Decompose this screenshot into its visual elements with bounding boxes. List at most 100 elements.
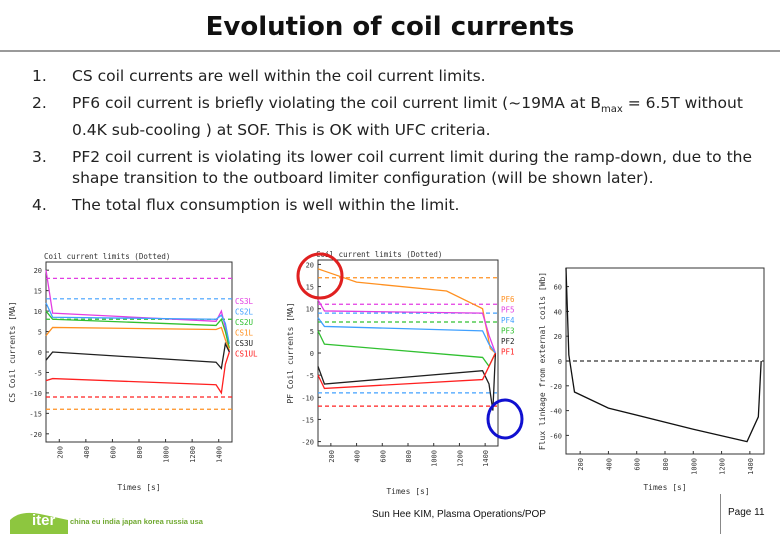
x-tick-label: 1200 (189, 446, 197, 463)
series-line (317, 299, 497, 354)
bullet-item: 3. PF2 coil current is violating its lowe… (24, 147, 774, 189)
bullet-item: 1. CS coil currents are well within the c… (24, 66, 774, 87)
plot-frame (317, 259, 499, 447)
bullet-item: 4. The total flux consumption is well wit… (24, 195, 774, 216)
y-tick-label: -15 (29, 410, 42, 418)
blue-circle-annotation (486, 398, 524, 440)
legend-entry: PF3 (501, 327, 515, 336)
y-tick-label: 15 (306, 284, 314, 292)
series-line (45, 326, 230, 351)
x-tick-label: 200 (577, 458, 585, 471)
y-tick-label: 20 (34, 267, 42, 275)
logo-swoosh (10, 512, 68, 534)
y-tick-label: 10 (34, 308, 42, 316)
y-tick-label: -5 (306, 372, 314, 380)
iter-logo-bar: iter china eu india japan korea russia u… (10, 498, 225, 534)
bullet-number: 2. (32, 94, 47, 112)
y-tick-label: -10 (301, 394, 314, 402)
bullet-text: The total flux consumption is well withi… (72, 196, 460, 215)
bullet-number: 4. (32, 196, 47, 215)
x-axis-label: Times [s] (386, 487, 429, 496)
series-line (45, 310, 230, 349)
legend-entry: PF5 (501, 306, 515, 315)
y-tick-label: 0 (558, 358, 562, 366)
x-tick-label: 600 (634, 458, 642, 471)
chart-title: Coil current limits (Dotted) (316, 250, 442, 259)
x-tick-label: 1000 (690, 458, 698, 475)
bullet-list: 1. CS coil currents are well within the c… (24, 66, 774, 222)
y-tick-label: 5 (310, 328, 314, 336)
x-tick-label: 800 (662, 458, 670, 471)
y-tick-label: -15 (301, 416, 314, 424)
plot-frame (45, 261, 233, 443)
y-tick-label: 0 (38, 349, 42, 357)
bullet-text: PF6 coil current is briefly violating th… (72, 94, 601, 112)
bullet-text: CS coil currents are well within the coi… (72, 67, 486, 85)
y-tick-label: 20 (306, 261, 314, 269)
y-axis-label: CS Coil currents [MA] (8, 301, 17, 402)
bullet-number: 1. (32, 67, 47, 85)
y-axis-label: Flux linkage from external coils [Wb] (538, 272, 547, 450)
y-tick-label: -20 (301, 439, 314, 447)
y-tick-label: 15 (34, 288, 42, 296)
series-line (317, 268, 496, 354)
flux-linkage-chart: 60 40 20 0 -20 -40 -60 200 400 600 800 1000 1200 1400… (536, 262, 770, 494)
cs-coil-current-chart: Coil current limits (Dotted) 20 15 10 5 0 -5 -1… (6, 246, 268, 494)
legend-entry: CS1L (235, 329, 254, 338)
bullet-text: = 6.5T without 0.4K sub-cooling ) at SOF (72, 94, 743, 140)
bullet-number: 3. (32, 148, 47, 167)
series-line (317, 352, 497, 411)
title-divider (0, 50, 780, 52)
x-tick-label: 1000 (431, 450, 439, 467)
bullet-text: PF2 coil current is violating its lower … (72, 148, 753, 188)
series-line (45, 341, 230, 370)
y-tick-label: -10 (29, 390, 42, 398)
slide-title: Evolution of coil currents (205, 12, 575, 42)
y-tick-label: 20 (554, 333, 562, 341)
series-line (45, 302, 230, 344)
y-tick-label: -60 (549, 432, 562, 440)
partner-countries: china eu india japan korea russia usa (70, 517, 203, 526)
x-tick-label: 1200 (456, 450, 464, 467)
x-tick-label: 800 (136, 446, 144, 459)
series-line (317, 352, 497, 390)
page-number: Page 11 (728, 507, 765, 518)
y-tick-label: 60 (554, 284, 562, 292)
footer-author: Sun Hee KIM, Plasma Operations/POP (372, 509, 546, 520)
iter-logo (10, 512, 68, 534)
y-tick-label: -20 (29, 431, 42, 439)
x-tick-label: 1400 (747, 458, 755, 475)
x-tick-label: 400 (83, 446, 91, 459)
x-tick-label: 1000 (163, 446, 171, 463)
chart-svg: Coil current limits (Dotted)20 15 10 5 0 -5 -1… (8, 252, 258, 492)
legend-entry: CS2L (235, 308, 254, 317)
y-tick-label: -40 (549, 408, 562, 416)
x-tick-label: 400 (354, 450, 362, 463)
x-tick-label: 1200 (719, 458, 727, 475)
series-line (45, 351, 230, 395)
y-tick-label: -20 (549, 383, 562, 391)
x-tick-label: 200 (328, 450, 336, 463)
x-tick-label: 1400 (216, 446, 224, 463)
legend-entry: CS1UL (235, 350, 258, 359)
x-tick-label: 600 (379, 450, 387, 463)
x-axis-label: Times [s] (117, 483, 160, 492)
bullet-item: 2. PF6 coil current is briefly violating … (24, 93, 774, 141)
legend-entry: PF4 (501, 316, 515, 325)
series-line (317, 317, 496, 354)
series-line (565, 267, 762, 443)
bullet-text: max (600, 104, 623, 116)
x-tick-label: 1400 (482, 450, 490, 467)
red-circle-annotation (296, 252, 344, 300)
x-axis-label: Times [s] (643, 483, 686, 492)
chart-svg: Coil current limits (Dotted)20 15 10 5 0 -5 -1… (286, 250, 515, 496)
pf-coil-current-chart: Coil current limits (Dotted) 20 15 10 5 0 -5 -1… (284, 248, 532, 498)
x-tick-label: 800 (405, 450, 413, 463)
x-tick-label: 200 (56, 446, 64, 459)
legend-entry: PF2 (501, 337, 515, 346)
y-axis-label: PF Coil currents [MA] (286, 302, 295, 403)
bullet-text: . This is OK with UFC criteria. (265, 121, 491, 140)
y-tick-label: 40 (554, 308, 562, 316)
